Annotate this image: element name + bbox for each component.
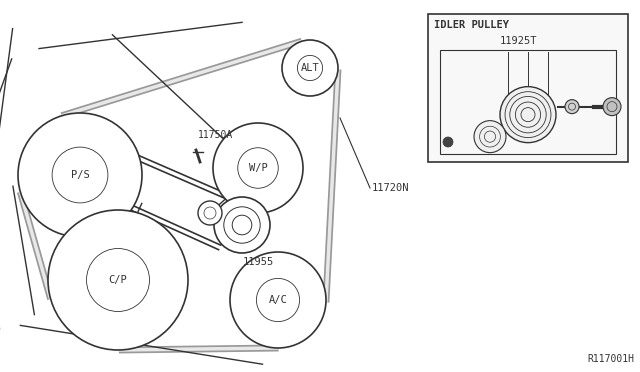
Circle shape xyxy=(48,210,188,350)
Circle shape xyxy=(230,252,326,348)
Text: 11955: 11955 xyxy=(243,257,275,267)
Circle shape xyxy=(282,40,338,96)
Text: ALT: ALT xyxy=(301,63,319,73)
Text: W/P: W/P xyxy=(248,163,268,173)
Circle shape xyxy=(443,137,453,147)
Text: 11925T: 11925T xyxy=(499,36,537,46)
Text: 11750A: 11750A xyxy=(198,130,233,140)
Bar xyxy=(428,14,628,162)
Text: 11720N: 11720N xyxy=(372,183,410,193)
Circle shape xyxy=(18,113,142,237)
Circle shape xyxy=(565,100,579,113)
Circle shape xyxy=(474,121,506,153)
Text: R117001H: R117001H xyxy=(587,354,634,364)
Circle shape xyxy=(500,87,556,142)
Bar xyxy=(440,50,616,154)
Circle shape xyxy=(213,123,303,213)
Text: IDLER PULLEY: IDLER PULLEY xyxy=(434,20,509,30)
Text: A/C: A/C xyxy=(269,295,287,305)
Circle shape xyxy=(214,197,270,253)
Circle shape xyxy=(603,97,621,116)
Text: C/P: C/P xyxy=(109,275,127,285)
Circle shape xyxy=(198,201,222,225)
Text: P/S: P/S xyxy=(70,170,90,180)
